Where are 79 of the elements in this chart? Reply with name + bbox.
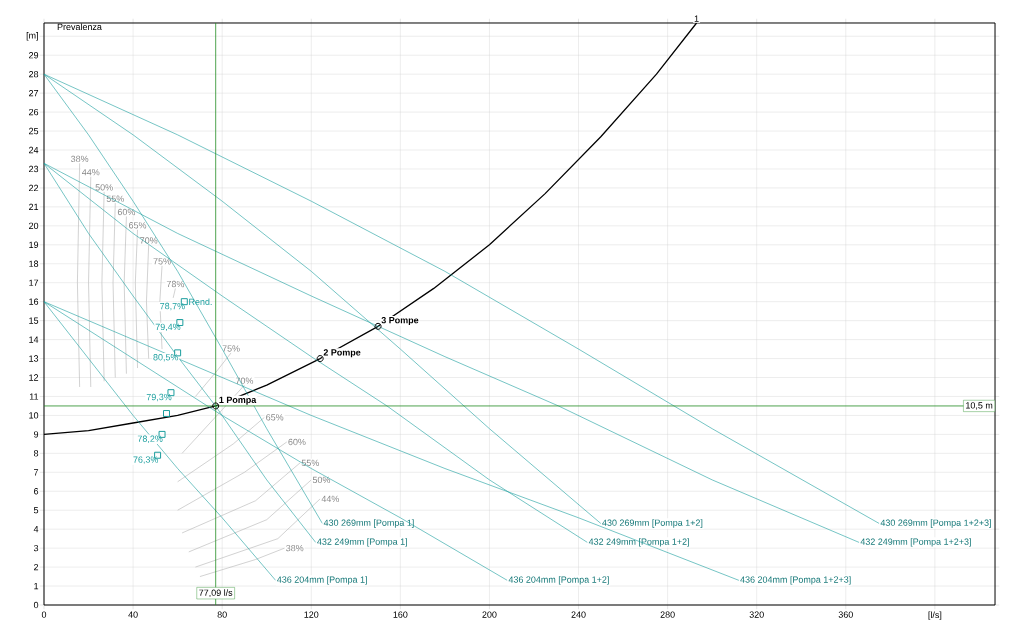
series-label: 432 249mm [Pompa 1+2+3]: [860, 538, 971, 547]
series-label: 79,4%: [155, 323, 181, 332]
y-tick-label: 4: [33, 526, 39, 533]
y-tick-label: 1: [34, 582, 39, 590]
y-tick-label: 17: [29, 279, 39, 286]
x-tick-label: 160: [393, 611, 408, 618]
annotation: Rend.: [189, 298, 212, 305]
y-tick-label: 12: [29, 374, 39, 381]
series-label: 432 249mm [Pompa 1]: [317, 538, 407, 547]
series-label: 430 269mm [Pompa 1]: [323, 519, 414, 528]
series-label: 55%: [301, 459, 319, 466]
y-tick-label: 11: [29, 393, 39, 400]
series-label: 75%: [153, 258, 171, 265]
y-tick-label: 7: [34, 469, 39, 476]
series-label: 80,5%: [153, 354, 179, 362]
y-tick-label: 26: [29, 108, 39, 116]
x-tick-label: 360: [838, 611, 853, 618]
x-tick-label: 80: [217, 611, 227, 618]
y-tick-label: 27: [29, 90, 39, 97]
series-label: 44%: [82, 169, 100, 176]
y-tick-label: 5: [33, 507, 39, 514]
x-tick-label: 320: [749, 611, 764, 618]
series-label: 79,3%: [146, 393, 172, 402]
series-label: 436 204mm [Pompa 1+2+3]: [740, 576, 851, 585]
y-tick-label: 19: [29, 241, 39, 248]
x-tick-label: [l/s]: [928, 611, 942, 620]
series-label: 65%: [266, 414, 284, 421]
series-label: 50%: [95, 184, 113, 191]
series-label: 44%: [321, 495, 339, 502]
y-tick-label: 13: [29, 355, 39, 362]
y-tick-label: 14: [29, 336, 39, 343]
x-tick-label: 0: [41, 611, 47, 618]
y-tick-label: 18: [29, 260, 39, 267]
y-tick-label: 8: [33, 450, 39, 457]
series-label: 1: [694, 15, 699, 22]
y-tick-label: 28: [29, 71, 39, 78]
y-tick-label: 23: [29, 165, 39, 173]
y-tick-label: 25: [29, 127, 39, 135]
y-tick-label: 0: [33, 601, 39, 609]
series-label: 430 269mm [Pompa 1+2]: [602, 519, 703, 528]
series-label: 60%: [288, 438, 306, 446]
y-tick-label: 3: [33, 544, 39, 552]
y-tick-label: 29: [29, 52, 39, 59]
y-tick-label: 10: [29, 412, 39, 419]
y-tick-label: 15: [29, 317, 39, 324]
series-label: 78%: [166, 280, 185, 288]
series-label: 1 Pompa: [219, 396, 257, 405]
series-label: 436 204mm [Pompa 1+2]: [508, 576, 609, 585]
y-tick-label: 21: [29, 203, 39, 211]
series-label: 75%: [222, 345, 240, 352]
series-label: 65%: [129, 222, 147, 229]
ref-line-label: 10,5 m: [966, 402, 993, 410]
series-label: 50%: [312, 476, 331, 484]
series-label: 60%: [117, 208, 136, 216]
series-label: 78,7%: [160, 302, 185, 311]
series-label: 432 249mm [Pompa 1+2]: [588, 538, 689, 547]
series-label: 2 Pompe: [323, 349, 361, 358]
y-tick-label: 16: [29, 298, 39, 305]
series-label: 436 204mm [Pompa 1]: [277, 576, 367, 585]
series-label: 3 Pompe: [381, 317, 419, 326]
y-tick-label: 24: [29, 146, 39, 154]
y-tick-label: 20: [29, 222, 39, 230]
chart-title: Prevalenza: [57, 23, 102, 31]
y-tick-label: 2: [34, 563, 39, 571]
series-label: 78,2%: [137, 435, 163, 443]
series-label: 76,3%: [133, 456, 159, 464]
x-tick-label: 280: [660, 611, 675, 618]
series-label: 430 269mm [Pompa 1+2+3]: [880, 519, 991, 528]
x-tick-label: 40: [128, 611, 138, 618]
x-tick-label: 240: [571, 611, 586, 618]
series-label: 38%: [71, 155, 89, 163]
x-tick-label: 120: [304, 611, 319, 618]
ref-line-label: 77,09 l/s: [199, 589, 233, 597]
y-tick-label: 6: [34, 488, 39, 495]
y-tick-label: 22: [29, 184, 39, 192]
series-label: 38%: [286, 544, 304, 552]
x-tick-label: 200: [482, 611, 497, 618]
y-tick-label: 9: [33, 431, 39, 438]
y-tick-label: [m]: [26, 32, 38, 41]
